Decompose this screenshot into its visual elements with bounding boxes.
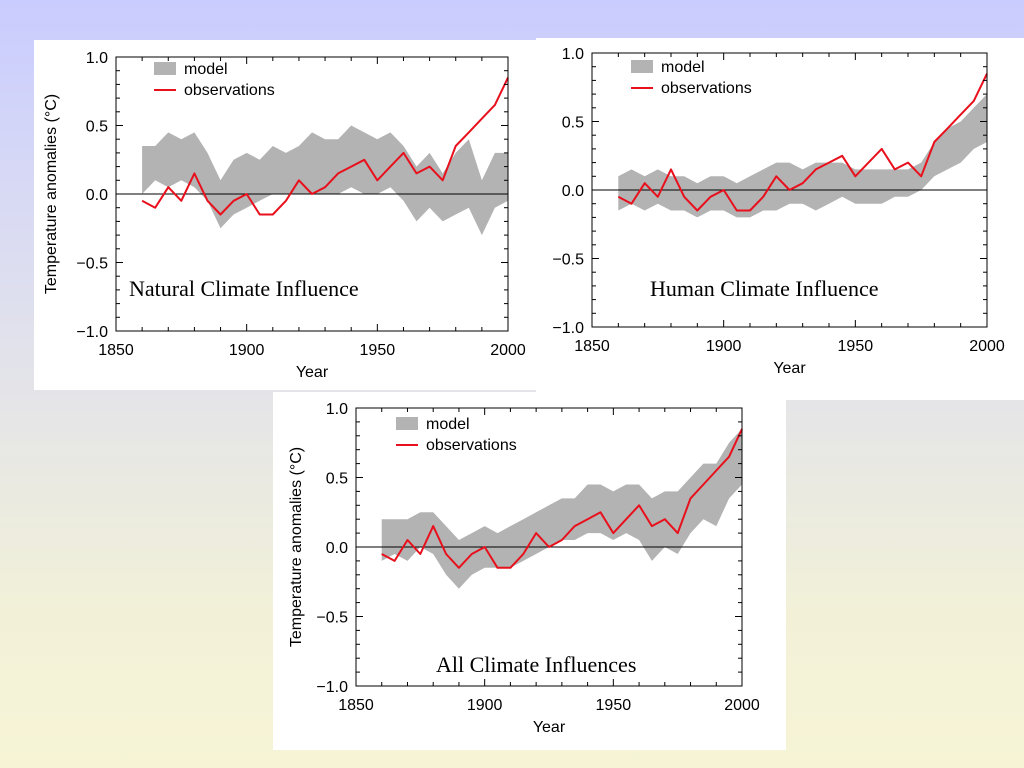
y-tick-label: 0.0	[562, 183, 584, 200]
y-tick-label: −0.5	[316, 610, 348, 627]
x-tick-label: 1900	[706, 338, 742, 355]
y-tick-label: 1.0	[86, 50, 108, 67]
x-tick-label: 1950	[838, 338, 874, 355]
chart-caption: Natural Climate Influence	[129, 276, 359, 301]
y-tick-label: 1.0	[326, 401, 348, 418]
model-band	[381, 428, 742, 589]
x-tick-label: 1850	[338, 697, 374, 714]
y-tick-label: −1.0	[316, 679, 348, 696]
x-axis-label: Year	[533, 719, 566, 736]
x-tick-label: 1950	[360, 342, 396, 359]
legend-observations-label: observations	[184, 82, 275, 99]
legend-observations-label: observations	[661, 80, 752, 97]
y-tick-label: 0.5	[86, 119, 108, 136]
chart-caption: Human Climate Influence	[650, 276, 878, 301]
x-tick-label: 1950	[596, 697, 632, 714]
y-tick-label: 1.0	[562, 46, 584, 63]
y-tick-label: −0.5	[76, 256, 108, 273]
y-tick-label: −1.0	[552, 320, 584, 337]
x-tick-label: 2000	[490, 342, 526, 359]
chart-panel-all: 1.0 0.5 0.0 −0.5 −1.0 1850 1900 1950 2000 Year Tem…	[273, 392, 786, 750]
legend-model-label: model	[184, 61, 228, 78]
chart-panel-human: 1.0 0.5 0.0 −0.5 −1.0 1850 1900 1950 2000 Year mod…	[536, 38, 1024, 400]
y-tick-label: −0.5	[552, 252, 584, 269]
x-tick-label: 1850	[98, 342, 134, 359]
y-tick-label: 0.5	[562, 115, 584, 132]
y-tick-label: −1.0	[76, 324, 108, 341]
model-band	[618, 94, 987, 218]
y-tick-label: 0.0	[326, 540, 348, 557]
x-tick-label: 2000	[724, 697, 760, 714]
y-tick-label: 0.5	[326, 471, 348, 488]
x-tick-label: 1900	[467, 697, 503, 714]
legend-model-label: model	[661, 59, 705, 76]
chart-panel-natural: 1.0 0.5 0.0 −0.5 −1.0 1850 1900 1950 2000 Year Tem…	[34, 40, 536, 390]
x-tick-label: 1900	[229, 342, 265, 359]
chart-caption: All Climate Influences	[436, 652, 636, 677]
legend-model-label: model	[426, 416, 470, 433]
x-axis-label: Year	[773, 360, 806, 377]
x-axis-label: Year	[296, 364, 329, 381]
legend-model-swatch	[631, 60, 653, 73]
y-axis-label: Temperature anomalies (°C)	[288, 447, 305, 647]
y-axis-label: Temperature anomalies (°C)	[43, 94, 60, 294]
legend-model-swatch	[396, 417, 418, 430]
x-tick-label: 1850	[574, 338, 610, 355]
model-band	[142, 125, 508, 236]
legend-observations-label: observations	[426, 437, 517, 454]
y-tick-label: 0.0	[86, 187, 108, 204]
x-tick-label: 2000	[969, 338, 1005, 355]
legend-model-swatch	[154, 62, 176, 75]
